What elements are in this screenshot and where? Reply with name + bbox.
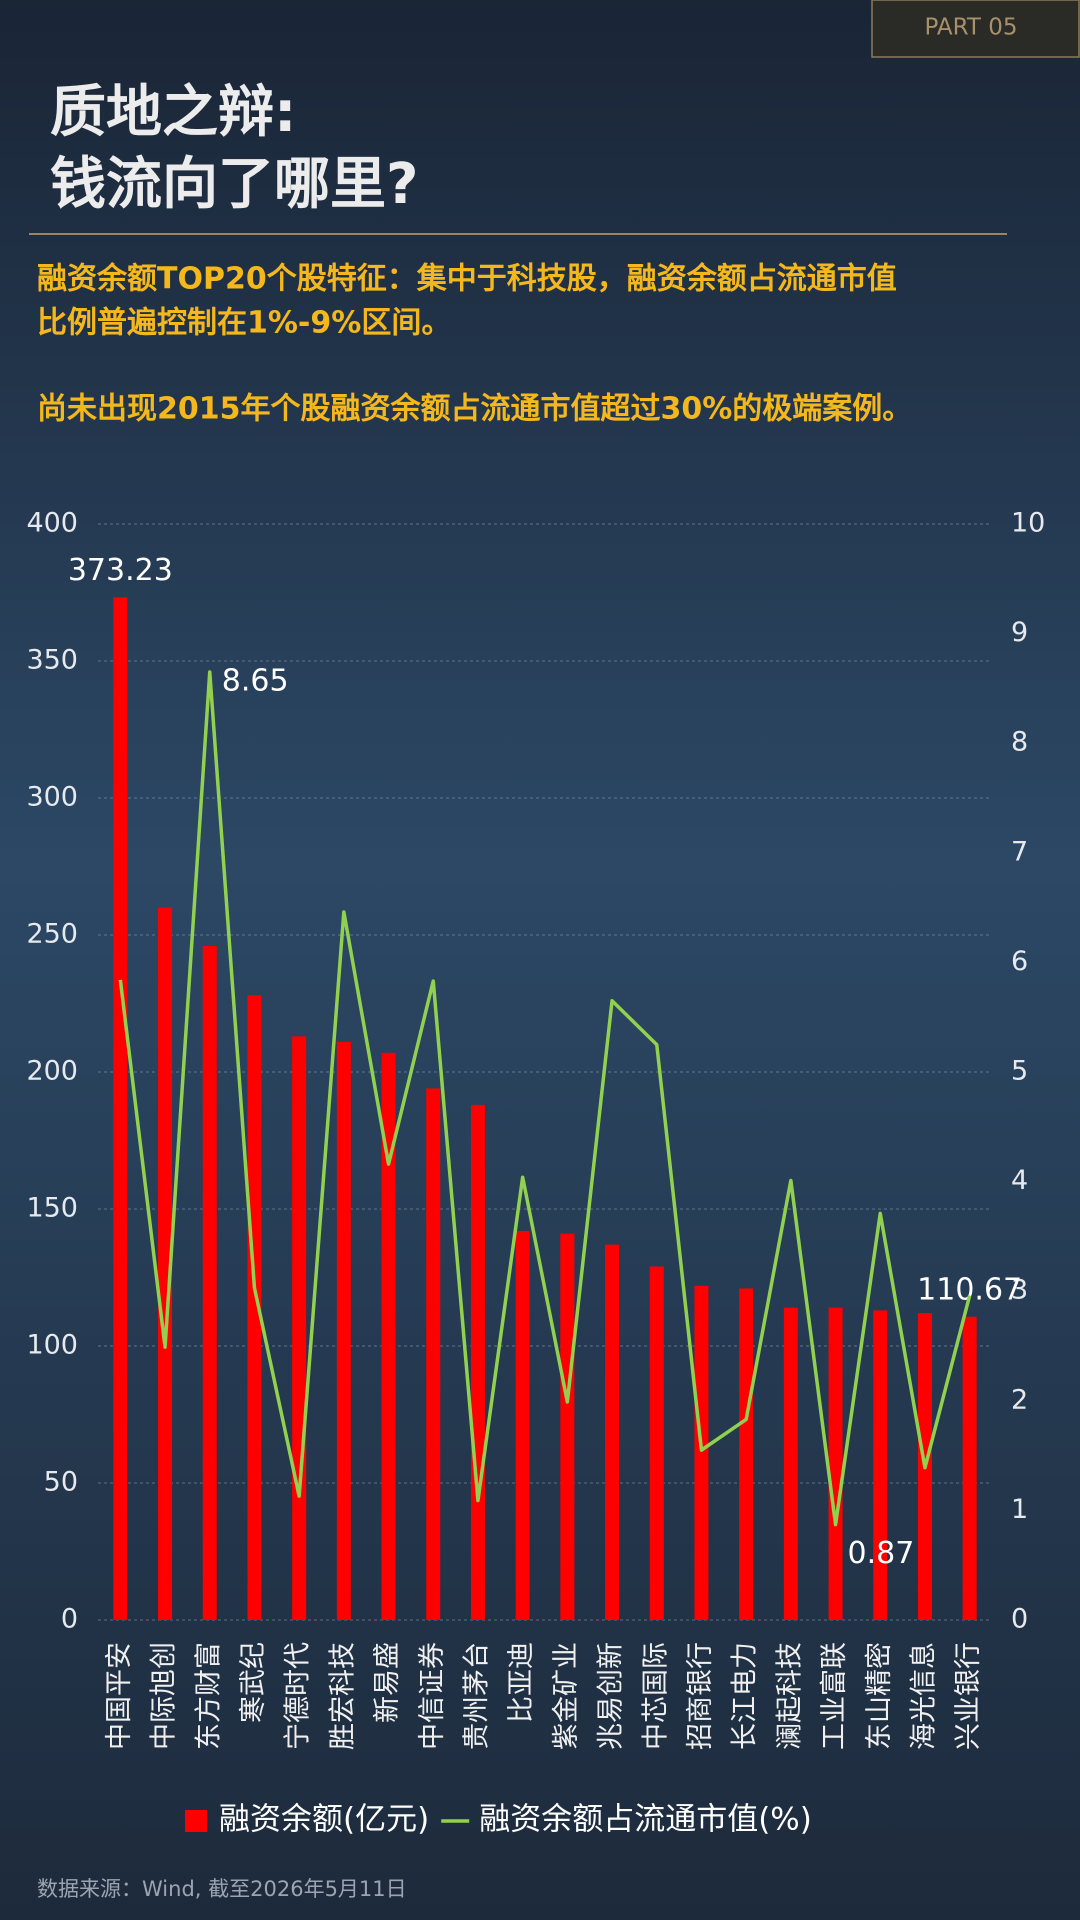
x-tick-label: 中际旭创: [149, 1642, 180, 1750]
x-tick-label: 中芯国际: [640, 1642, 671, 1750]
x-tick-label: 贵州茅台: [461, 1642, 492, 1750]
x-tick-label: 兆易创新: [596, 1642, 627, 1750]
y-tick-label: 200: [26, 1056, 78, 1087]
data-label: 373.23: [68, 553, 173, 588]
bar: [694, 1285, 709, 1620]
bar: [783, 1307, 798, 1620]
data-label: 0.87: [848, 1536, 915, 1571]
note: 尚未出现2015年个股融资余额占流通市值超过30%的极端案例。: [37, 392, 912, 427]
bar: [828, 1307, 843, 1620]
bar: [292, 1036, 307, 1620]
bar: [560, 1233, 575, 1620]
bar: [336, 1041, 351, 1620]
y-tick-label: 150: [26, 1193, 78, 1224]
title: 质地之辩:: [50, 80, 296, 145]
legend-label: 融资余额(亿元): [219, 1802, 429, 1838]
bar: [515, 1230, 530, 1620]
tag: PART 05: [924, 15, 1017, 41]
y-tick-label: 400: [26, 508, 78, 539]
bar: [113, 597, 128, 1620]
y2-tick-label: 7: [1011, 836, 1028, 867]
x-tick-label: 东山精密: [864, 1642, 895, 1750]
bar: [873, 1310, 888, 1620]
bar: [470, 1104, 485, 1620]
x-tick-label: 工业富联: [819, 1642, 850, 1750]
y2-tick-label: 8: [1011, 727, 1028, 758]
y-tick-label: 50: [44, 1467, 78, 1498]
tag-box: [871, 0, 1080, 58]
title: 钱流向了哪里?: [50, 152, 418, 217]
legend-swatch: [185, 1810, 207, 1832]
bar: [202, 945, 217, 1620]
bar: [739, 1288, 754, 1620]
y-tick-label: 300: [26, 782, 78, 813]
y2-tick-label: 0: [1011, 1604, 1028, 1635]
x-tick-label: 中国平安: [104, 1642, 135, 1750]
y2-tick-label: 2: [1011, 1384, 1028, 1415]
bar: [605, 1244, 620, 1620]
bar: [158, 907, 173, 1620]
x-tick-label: 中信证券: [417, 1642, 448, 1750]
bar: [247, 995, 262, 1620]
x-tick-label: 东方财富: [193, 1642, 224, 1750]
x-tick-label: 寒武纪: [238, 1642, 269, 1723]
x-tick-label: 胜宏科技: [327, 1642, 358, 1750]
x-tick-label: 招商银行: [685, 1642, 716, 1750]
note: 比例普遍控制在1%-9%区间。: [37, 306, 451, 341]
x-tick-label: 澜起科技: [774, 1642, 805, 1750]
x-tick-label: 长江电力: [730, 1642, 761, 1750]
y2-tick-label: 5: [1011, 1056, 1028, 1087]
bar: [962, 1316, 977, 1620]
bar: [426, 1088, 441, 1620]
y2-tick-label: 6: [1011, 946, 1028, 977]
y-tick-label: 250: [26, 919, 78, 950]
line: [118, 670, 972, 1527]
y2-tick-label: 3: [1011, 1275, 1028, 1306]
y2-tick-label: 1: [1011, 1494, 1028, 1525]
y-tick-label: 100: [26, 1330, 78, 1361]
x-tick-label: 海光信息: [908, 1642, 939, 1750]
x-tick-label: 紫金矿业: [551, 1642, 582, 1750]
y-tick-label: 350: [26, 645, 78, 676]
y-tick-label: 0: [61, 1604, 78, 1635]
y2-tick-label: 9: [1011, 617, 1028, 648]
y2-tick-label: 10: [1011, 508, 1045, 539]
x-tick-label: 兴业银行: [953, 1642, 984, 1750]
bar: [381, 1052, 396, 1620]
legend-label: 融资余额占流通市值(%): [479, 1802, 812, 1838]
y2-tick-label: 4: [1011, 1165, 1028, 1196]
data-label: 8.65: [222, 663, 289, 698]
x-tick-label: 比亚迪: [506, 1642, 537, 1723]
x-tick-label: 宁德时代: [283, 1642, 314, 1750]
bar: [649, 1266, 664, 1620]
source: 数据来源：Wind, 截至2026年5月11日: [37, 1877, 407, 1901]
note: 融资余额TOP20个股特征：集中于科技股，融资余额占流通市值: [37, 262, 897, 297]
x-tick-label: 新易盛: [372, 1642, 403, 1723]
